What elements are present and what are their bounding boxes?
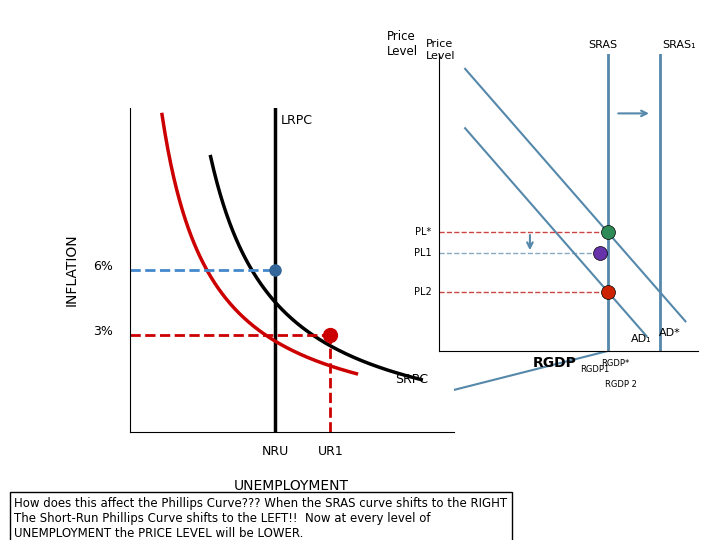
Text: SRAS₁: SRAS₁ (662, 40, 696, 50)
Text: PL1: PL1 (414, 248, 431, 258)
Text: INFLATION: INFLATION (64, 234, 78, 306)
Text: SRPC: SRPC (395, 373, 428, 387)
Text: RGDP: RGDP (533, 356, 577, 370)
Text: UR1: UR1 (318, 444, 343, 458)
Text: UNEMPLOYMENT: UNEMPLOYMENT (234, 480, 349, 494)
Text: LRPC: LRPC (280, 114, 312, 127)
Text: RGDP1: RGDP1 (580, 365, 609, 374)
Text: PL2: PL2 (414, 287, 431, 296)
Text: RGDP 2: RGDP 2 (605, 380, 636, 389)
Text: AD*: AD* (659, 328, 680, 338)
Text: How does this affect the Phillips Curve??? When the SRAS curve shifts to the RIG: How does this affect the Phillips Curve?… (14, 497, 508, 540)
Text: PL*: PL* (415, 227, 431, 237)
Text: SRAS: SRAS (588, 40, 617, 50)
Text: Price
Level: Price Level (387, 30, 418, 58)
Text: 3%: 3% (94, 325, 114, 338)
Text: Price
Level: Price Level (426, 39, 456, 60)
Text: RGDP*: RGDP* (601, 359, 629, 368)
Text: 6%: 6% (94, 260, 114, 273)
Text: AD₁: AD₁ (631, 334, 652, 344)
Text: NRU: NRU (262, 444, 289, 458)
